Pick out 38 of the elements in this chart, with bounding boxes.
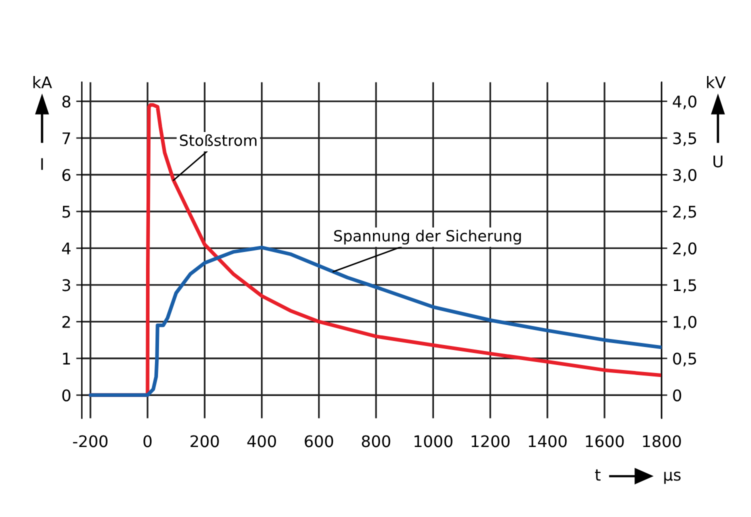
y2-tick-label: 0: [673, 389, 682, 402]
x-tick-label: 0: [144, 435, 152, 448]
y-tick-label: 5: [62, 206, 70, 218]
series-label: Stoßstrom: [180, 134, 256, 146]
x-tick-label: 200: [190, 435, 219, 448]
x-tick-label: -200: [73, 435, 108, 448]
y-tick-label: 0: [62, 389, 70, 402]
text: kA: [33, 76, 52, 88]
x-tick-label: 1800: [643, 435, 681, 448]
y-axis-title: I: [41, 158, 43, 170]
line-series: [88, 246, 662, 397]
y2-axis-title: U: [714, 156, 722, 168]
y-tick-label: 7: [62, 132, 70, 144]
text: µs: [664, 472, 681, 484]
y-tick-label: 3: [62, 279, 70, 292]
text: kV: [707, 76, 726, 88]
x-tick-label: 1400: [528, 435, 567, 448]
y2-tick-label: 3,0: [673, 168, 696, 183]
y-tick-label: 8: [62, 96, 70, 108]
x-tick-label: 1600: [586, 435, 624, 448]
y2-tick-label: 1,5: [674, 279, 696, 293]
y-tick-label: 2: [62, 316, 70, 328]
y2-tick-label: 3,5: [673, 132, 696, 146]
x-tick-label: 800: [362, 435, 390, 448]
y-tick-label: 4: [62, 242, 71, 254]
x-tick-label: 600: [304, 435, 334, 448]
series-label: Spannung der Sicherung: [334, 230, 521, 245]
y2-tick-label: 4,0: [672, 96, 696, 110]
x-tick-label: 400: [247, 435, 276, 448]
x-axis-title: t: [595, 469, 601, 481]
y2-tick-label: 2,0: [673, 242, 696, 256]
y2-tick-label: 0,5: [673, 352, 696, 366]
x-tick-label: 1000: [414, 435, 452, 448]
y-tick-label: 1: [63, 352, 70, 364]
y2-tick-label: 1,0: [674, 316, 696, 330]
x-tick-label: 1200: [472, 435, 510, 448]
y2-tick-label: 2,5: [673, 206, 696, 220]
y-tick-label: 6: [62, 168, 70, 182]
